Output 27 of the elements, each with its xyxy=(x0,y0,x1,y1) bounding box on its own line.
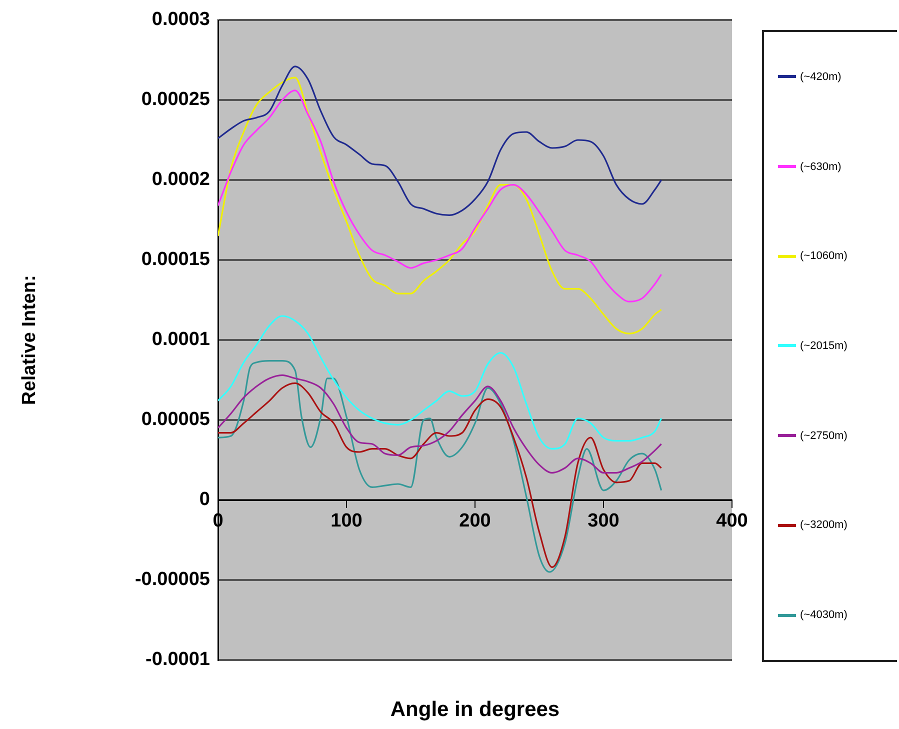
y-tick-label: 0.0001 xyxy=(152,329,210,350)
legend-label: (~2015m) xyxy=(800,340,848,352)
line-series xyxy=(218,315,662,450)
y-tick-label: 0.00015 xyxy=(141,249,210,270)
y-tick-label: 0.00025 xyxy=(141,89,210,110)
x-tick-label: 200 xyxy=(459,510,491,532)
y-tick-label: 0.0002 xyxy=(152,169,210,190)
legend-label: (~420m) xyxy=(800,70,842,83)
y-axis-title: Relative Inten: xyxy=(19,275,41,405)
line-series xyxy=(218,66,662,216)
line-series xyxy=(218,76,662,334)
x-axis-title: Angle in degrees xyxy=(390,698,560,722)
y-tick-label: -0.0001 xyxy=(146,649,210,670)
y-tick-label: 0.00005 xyxy=(141,409,210,430)
x-tick-label: 300 xyxy=(588,510,620,532)
legend-label: (~3200m) xyxy=(800,519,848,532)
y-tick-label: -0.00005 xyxy=(134,569,210,590)
y-tick-label: 0.0003 xyxy=(152,9,210,30)
y-tick-label: 0 xyxy=(199,489,210,510)
legend-label: (~1060m) xyxy=(800,250,848,262)
line-series xyxy=(218,90,662,302)
legend-label: (~2750m) xyxy=(800,430,848,442)
x-tick-label: 400 xyxy=(716,510,748,532)
legend-label: (~630m) xyxy=(800,160,842,173)
legend-label: (~4030m) xyxy=(800,609,848,622)
x-tick-label: 100 xyxy=(330,510,362,532)
line-series xyxy=(218,374,662,474)
